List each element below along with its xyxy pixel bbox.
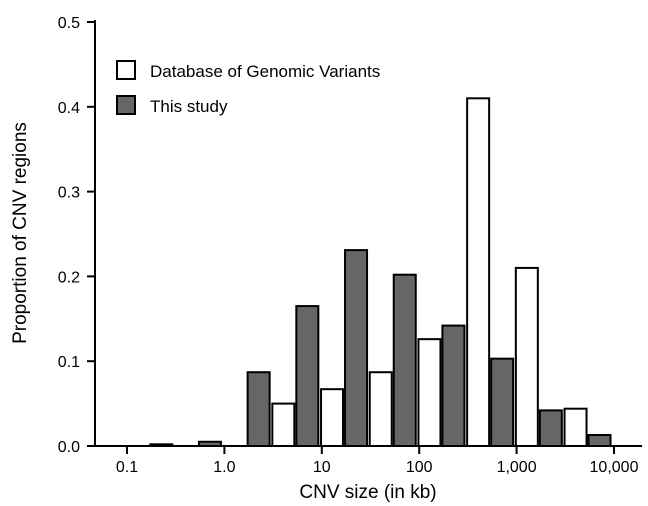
legend-swatch-this-study [116,95,136,115]
y-ticks: 0.0 0.1 0.2 0.3 0.4 0.5 [58,15,95,456]
y-tick-label: 0.4 [58,100,80,117]
bar-this-study [587,433,612,448]
bar-this-study [344,249,369,447]
legend-label-this-study: This study [150,97,228,116]
bar-this-study [392,273,417,448]
bars [149,97,612,448]
bar-dgv [417,338,442,448]
bar-this-study [246,371,271,447]
bar-this-study [149,443,174,447]
bar-dgv [271,402,296,448]
y-axis-title: Proportion of CNV regions [10,122,31,344]
x-tick-label: 1.0 [213,459,235,476]
x-tick-label: 10,000 [590,459,639,476]
bar-dgv [368,371,393,447]
axes [94,20,642,447]
y-tick-label: 0.1 [58,354,80,371]
x-ticks: 0.1 1.0 10 100 1,000 10,000 [116,446,639,476]
y-tick-label: 0.2 [58,269,80,286]
bar-this-study [295,305,320,447]
x-axis-title: CNV size (in kb) [299,482,436,503]
bar-this-study [197,440,222,448]
x-tick-label: 100 [406,459,433,476]
bar-this-study [490,357,515,448]
y-tick-label: 0.0 [58,439,80,456]
x-tick-label: 0.1 [116,459,138,476]
legend: Database of Genomic Variants This study [116,60,380,116]
y-tick-label: 0.5 [58,15,80,32]
legend-label-dgv: Database of Genomic Variants [150,62,380,81]
y-tick-label: 0.3 [58,185,80,202]
bar-this-study [441,324,466,448]
x-tick-label: 10 [313,459,331,476]
bar-dgv [466,97,491,447]
bar-dgv [563,407,588,447]
bar-this-study [538,409,563,448]
bar-dgv [514,266,539,448]
bar-dgv [320,388,345,447]
legend-swatch-dgv [116,60,136,80]
x-tick-label: 1,000 [497,459,537,476]
